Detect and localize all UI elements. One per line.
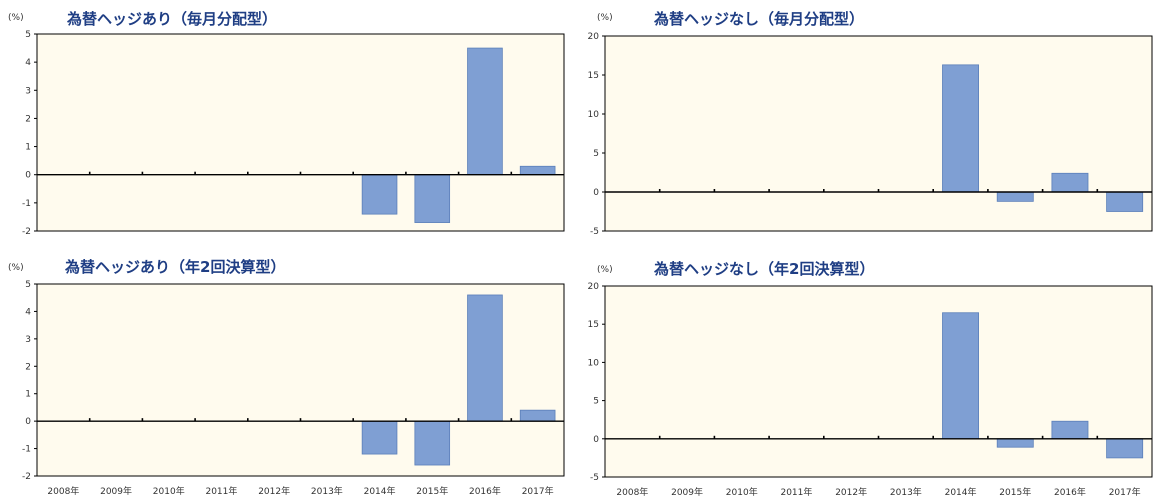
y-tick-label: 0 bbox=[25, 171, 31, 181]
x-tick-label: 2016年 bbox=[469, 485, 501, 497]
y-tick-label: -5 bbox=[590, 473, 599, 483]
bar-2015年 bbox=[414, 174, 451, 223]
x-tick-label: 2012年 bbox=[258, 485, 290, 497]
bar-2015年 bbox=[996, 191, 1034, 202]
y-tick-label: 5 bbox=[25, 280, 31, 290]
chart-panel-2: 為替ヘッジなし（毎月分配型） (%) -5 0 5 10 15 20 bbox=[588, 10, 1153, 237]
bar-2016年 bbox=[467, 294, 503, 422]
y-tick-label: -5 bbox=[590, 227, 599, 237]
x-tick-label: 2014年 bbox=[364, 485, 396, 497]
chart-panel-1: 為替ヘッジあり（毎月分配型） (%) -2 -1 0 1 2 3 4 5 bbox=[8, 10, 565, 237]
y-tick-label: 15 bbox=[588, 71, 599, 81]
unit-label: (%) bbox=[8, 13, 24, 23]
x-tick-label: 2016年 bbox=[1054, 486, 1086, 498]
chart-panel-3: 為替ヘッジあり（年2回決算型） (%) -2 -1 0 1 2 3 4 5 2008年 2009年 20… bbox=[8, 258, 565, 497]
y-tick-label: 2 bbox=[25, 114, 31, 124]
y-tick-label: 2 bbox=[25, 362, 31, 372]
x-tick-label: 2017年 bbox=[1109, 486, 1141, 498]
bar-2016年 bbox=[1051, 420, 1089, 440]
x-tick-label: 2011年 bbox=[780, 486, 812, 498]
x-tick-label: 2017年 bbox=[522, 485, 554, 497]
x-tick-label: 2013年 bbox=[890, 486, 922, 498]
x-tick-label: 2010年 bbox=[726, 486, 758, 498]
y-tick-label: 1 bbox=[25, 143, 31, 153]
x-tick-label: 2008年 bbox=[47, 485, 79, 497]
x-tick-label: 2012年 bbox=[835, 486, 867, 498]
chart-title: 為替ヘッジあり（毎月分配型） bbox=[66, 10, 277, 28]
y-tick-label: 5 bbox=[593, 397, 599, 407]
y-tick-label: 0 bbox=[593, 188, 599, 198]
chart-title: 為替ヘッジあり（年2回決算型） bbox=[64, 258, 285, 276]
x-tick-label: 2015年 bbox=[416, 485, 448, 497]
x-tick-label: 2010年 bbox=[153, 485, 185, 497]
y-tick-label: 20 bbox=[588, 32, 600, 42]
y-tick-label: -1 bbox=[22, 199, 31, 209]
bar-2014年 bbox=[942, 312, 980, 440]
bar-2014年 bbox=[361, 420, 398, 455]
y-tick-label: 10 bbox=[588, 358, 600, 368]
x-tick-label: 2014年 bbox=[945, 486, 977, 498]
y-tick-label: 0 bbox=[25, 417, 31, 427]
chart-title: 為替ヘッジなし（毎月分配型） bbox=[653, 10, 864, 28]
unit-label: (%) bbox=[597, 13, 613, 23]
y-tick-label: -2 bbox=[22, 227, 31, 237]
bar-2015年 bbox=[996, 438, 1034, 448]
x-tick-label: 2009年 bbox=[100, 485, 132, 497]
y-tick-label: 3 bbox=[25, 86, 31, 96]
y-tick-label: 5 bbox=[593, 149, 599, 159]
plot-area bbox=[604, 35, 1153, 232]
y-tick-label: 20 bbox=[588, 282, 600, 292]
y-tick-label: -2 bbox=[22, 472, 31, 482]
y-tick-label: 10 bbox=[588, 110, 600, 120]
y-tick-label: 1 bbox=[25, 390, 31, 400]
unit-label: (%) bbox=[597, 265, 613, 275]
x-tick-label: 2015年 bbox=[999, 486, 1031, 498]
bar-2017年 bbox=[519, 409, 556, 422]
y-tick-label: 5 bbox=[25, 30, 31, 40]
bar-2014年 bbox=[361, 174, 398, 215]
bar-2017年 bbox=[519, 165, 556, 176]
y-tick-label: 15 bbox=[588, 320, 599, 330]
plot-area bbox=[604, 285, 1153, 478]
y-tick-label: 3 bbox=[25, 335, 31, 345]
x-tick-label: 2008年 bbox=[616, 486, 648, 498]
x-tick-label: 2011年 bbox=[205, 485, 237, 497]
y-tick-label: 4 bbox=[25, 307, 31, 317]
bar-2017年 bbox=[1106, 438, 1144, 459]
y-tick-label: -1 bbox=[22, 445, 31, 455]
y-tick-label: 0 bbox=[593, 435, 599, 445]
bar-2014年 bbox=[942, 64, 980, 193]
y-tick-label: 4 bbox=[25, 58, 31, 68]
x-tick-label: 2013年 bbox=[311, 485, 343, 497]
chart-panel-4: 為替ヘッジなし（年2回決算型） (%) -5 0 5 10 15 20 2008年 2009年 20… bbox=[588, 260, 1153, 498]
x-tick-label: 2009年 bbox=[671, 486, 703, 498]
bar-2016年 bbox=[467, 47, 503, 176]
unit-label: (%) bbox=[8, 263, 24, 273]
bar-2016年 bbox=[1051, 172, 1089, 193]
bar-2017年 bbox=[1106, 191, 1144, 212]
chart-title: 為替ヘッジなし（年2回決算型） bbox=[653, 260, 874, 278]
bar-2015年 bbox=[414, 420, 451, 466]
